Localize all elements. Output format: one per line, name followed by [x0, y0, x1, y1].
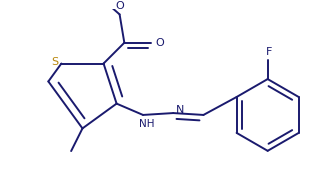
Text: O: O [115, 1, 124, 11]
Text: F: F [265, 47, 272, 57]
Text: N: N [176, 105, 184, 115]
Text: O: O [155, 38, 164, 48]
Text: NH: NH [139, 119, 155, 129]
Text: S: S [51, 57, 58, 67]
